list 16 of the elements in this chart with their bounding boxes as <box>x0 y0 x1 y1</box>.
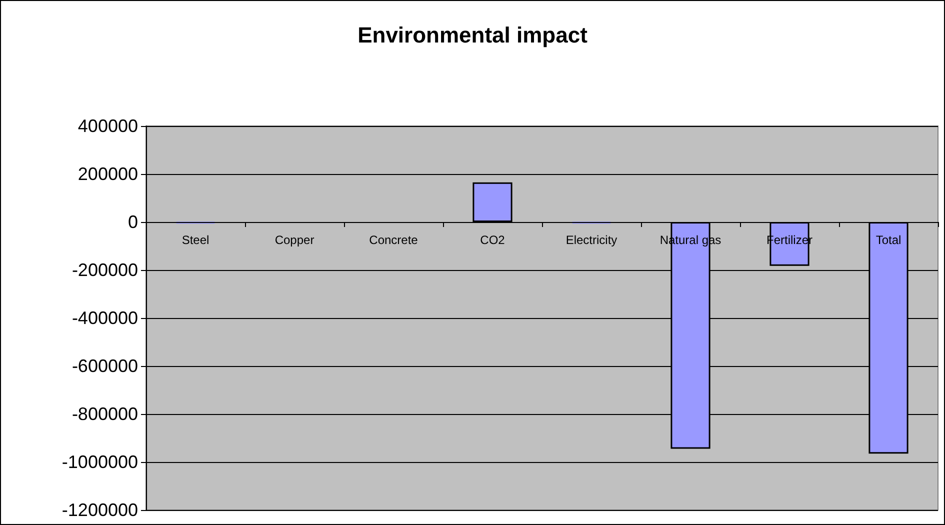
x-tick-label: Copper <box>274 233 314 247</box>
y-tick-label: -200000 <box>72 260 138 280</box>
y-tick-label: -600000 <box>72 356 138 376</box>
x-tick-label: CO2 <box>480 233 506 247</box>
x-tick-label: Total <box>876 233 902 247</box>
y-tick-label: -1000000 <box>62 452 138 472</box>
x-tick-label: Steel <box>182 233 210 247</box>
y-tick-label: 0 <box>128 212 138 232</box>
y-tick-label: -1200000 <box>62 500 138 520</box>
x-tick-label: Electricity <box>566 233 618 247</box>
y-tick-label: 400000 <box>78 116 138 136</box>
chart-title: Environmental impact <box>358 22 588 48</box>
y-tick-label: -800000 <box>72 404 138 424</box>
y-tick-label: 200000 <box>78 164 138 184</box>
y-tick-label: -400000 <box>72 308 138 328</box>
x-tick-label: Concrete <box>369 233 418 247</box>
